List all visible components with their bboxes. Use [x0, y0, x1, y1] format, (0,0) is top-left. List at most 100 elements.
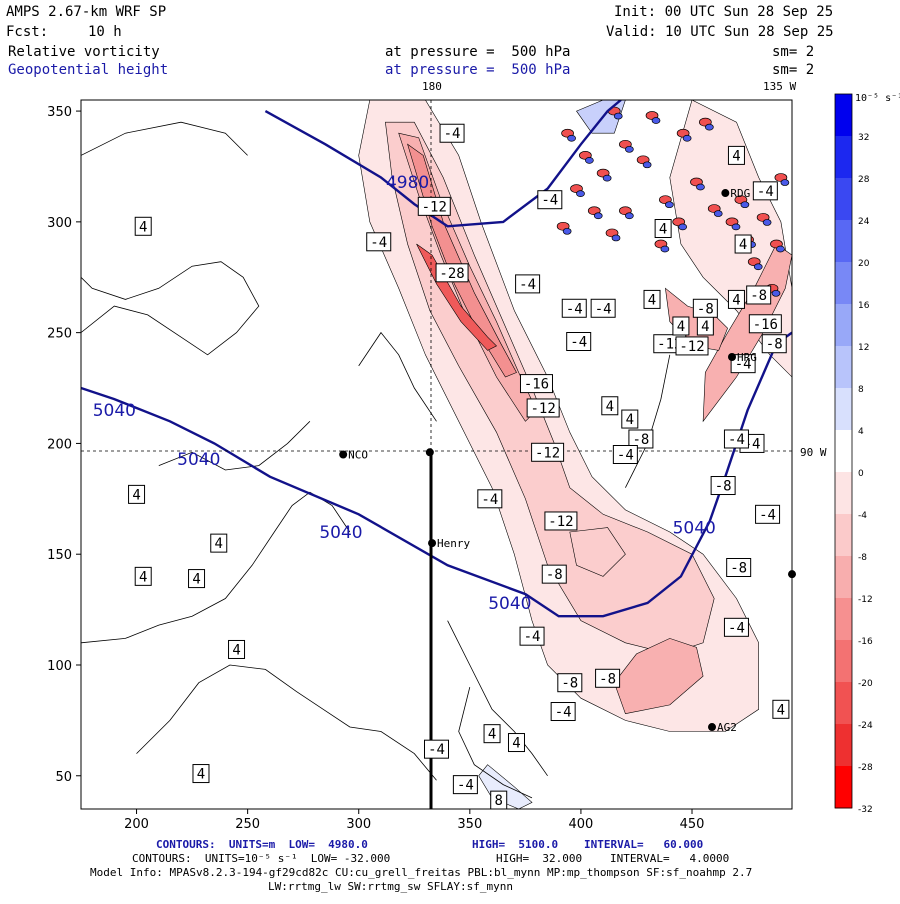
- vorticity-label-text: 4: [701, 319, 709, 335]
- convective-cell: [642, 161, 652, 169]
- vorticity-label-box: [526, 398, 560, 418]
- vorticity-label-box: [654, 219, 672, 239]
- colorbar-segment: [835, 178, 852, 221]
- colorbar-tick-label: 20: [858, 259, 870, 269]
- thin-contour-line: [81, 121, 248, 156]
- vorticity-label: -4: [477, 489, 503, 509]
- vorticity-label: 4: [727, 289, 745, 309]
- x-tick-label: 350: [457, 817, 482, 832]
- height-contour-label: 5040: [93, 401, 136, 421]
- vorticity-label: -4: [752, 181, 778, 201]
- vorticity-label-box: [134, 216, 152, 236]
- vorticity-blob: [569, 527, 626, 577]
- colorbar-segment: [835, 556, 852, 599]
- height-contour-label: 5040: [319, 523, 362, 543]
- colorbar-unit: 10⁻⁵ s⁻¹: [855, 93, 900, 104]
- convective-cell: [776, 245, 785, 253]
- vorticity-label: 4: [228, 639, 246, 659]
- vorticity-label-text: 8: [494, 793, 502, 809]
- vorticity-label: 4: [210, 533, 228, 553]
- vorticity-label-box: [531, 442, 565, 462]
- vorticity-label: -4: [590, 298, 616, 318]
- vorticity-label-box: [761, 334, 787, 354]
- vorticity-label: -4: [515, 274, 541, 294]
- colorbar-segment: [835, 94, 852, 137]
- colorbar: 32 28 24 20 16 12 8 4 0 -4 -8 -12 -16 -20 -24 -28 -32: [834, 93, 873, 815]
- height-contour-info: CONTOURS: UNITS=m LOW= 4980.0: [156, 838, 368, 851]
- vorticity-label-box: [730, 354, 756, 374]
- vorticity-label: -4: [730, 354, 756, 374]
- station-label: HRG: [737, 351, 757, 364]
- vorticity-label-text: -4: [757, 184, 774, 200]
- thin-contour-line: [447, 620, 548, 777]
- axes: 200 250 300 350 400 450 50 100 150 200 250 300 350: [47, 105, 704, 832]
- vorticity-label-box: [727, 289, 745, 309]
- vorticity-label: -8: [557, 673, 583, 693]
- station-label: Henry: [437, 537, 470, 550]
- vorticity-label: -8: [541, 564, 567, 584]
- vorticity-label: -4: [366, 232, 392, 252]
- vorticity-label-box: [537, 190, 563, 210]
- convective-cell: [762, 219, 772, 226]
- vorticity-label-box: [483, 724, 501, 744]
- field2-name: Geopotential height: [8, 62, 169, 78]
- vorticity-label-box: [723, 617, 749, 637]
- colorbar-tick-label: 24: [858, 217, 870, 227]
- vorticity-label-text: 4: [648, 292, 656, 308]
- model-info: Model Info: MPASv8.2.3-194-gf29cd82c CU:…: [90, 866, 753, 879]
- vorticity-label: -4: [452, 775, 478, 795]
- colorbar-tick-label: 0: [858, 469, 864, 479]
- vorticity-label: 4: [601, 396, 619, 416]
- colorbar-tick-label: 28: [858, 175, 870, 185]
- field1-level: at pressure = 500 hPa: [385, 44, 571, 60]
- vorticity-label: 4: [696, 316, 714, 336]
- vorticity-label-text: 4: [232, 642, 240, 658]
- lon-label-135w: 135 W: [763, 80, 797, 93]
- vorticity-label-box: [672, 316, 690, 336]
- vorticity-label-text: -12: [679, 339, 704, 355]
- vorticity-label-box: [541, 564, 567, 584]
- vorticity-label: -4: [755, 504, 781, 524]
- height-contour-interval: INTERVAL= 60.000: [584, 838, 704, 851]
- colorbar-tick-label: 32: [858, 133, 869, 143]
- vorticity-contour-info: CONTOURS: UNITS=10⁻⁵ s⁻¹ LOW= -32.000: [132, 852, 391, 865]
- vorticity-label: -8: [710, 476, 736, 496]
- y-tick-label: 350: [47, 105, 72, 120]
- station-label: NCO: [348, 449, 368, 462]
- vorticity-label-box: [726, 557, 752, 577]
- vorticity-label-box: [477, 489, 503, 509]
- vorticity-label: 4: [734, 234, 752, 254]
- vorticity-label-text: -4: [519, 277, 536, 293]
- vorticity-label-box: [601, 396, 619, 416]
- field2-level: at pressure = 500 hPa: [385, 62, 571, 78]
- vorticity-label-box: [710, 476, 736, 496]
- height-contour-label: 5040: [488, 594, 531, 614]
- vorticity-label-text: -8: [697, 301, 714, 317]
- y-tick-label: 250: [47, 327, 72, 342]
- convective-cell: [713, 210, 723, 217]
- vorticity-label-text: -8: [546, 567, 563, 583]
- plot-frame: [80, 99, 793, 810]
- vorticity-label-box: [557, 673, 583, 693]
- colorbar-tick-label: 4: [858, 427, 864, 437]
- vorticity-label: 4: [134, 216, 152, 236]
- vorticity-label-text: -4: [444, 126, 461, 142]
- vorticity-label-text: -4: [728, 432, 745, 448]
- vorticity-label-box: [228, 639, 246, 659]
- vorticity-label: -28: [435, 263, 469, 283]
- vorticity-label: -4: [723, 617, 749, 637]
- vorticity-label-text: -4: [617, 448, 634, 464]
- vorticity-label-text: -4: [481, 492, 498, 508]
- colorbar-tick-label: -8: [858, 553, 867, 563]
- vorticity-label-box: [566, 332, 592, 352]
- convective-cell: [704, 123, 714, 131]
- x-tick-label: 450: [680, 817, 705, 832]
- colorbar-tick-label: -28: [858, 763, 873, 773]
- vorticity-label-text: 4: [139, 219, 147, 235]
- colorbar-segment: [835, 388, 852, 431]
- vorticity-label: 4: [643, 289, 661, 309]
- convective-cell: [665, 201, 674, 209]
- vorticity-label: -4: [723, 429, 749, 449]
- vorticity-label: -4: [439, 123, 465, 143]
